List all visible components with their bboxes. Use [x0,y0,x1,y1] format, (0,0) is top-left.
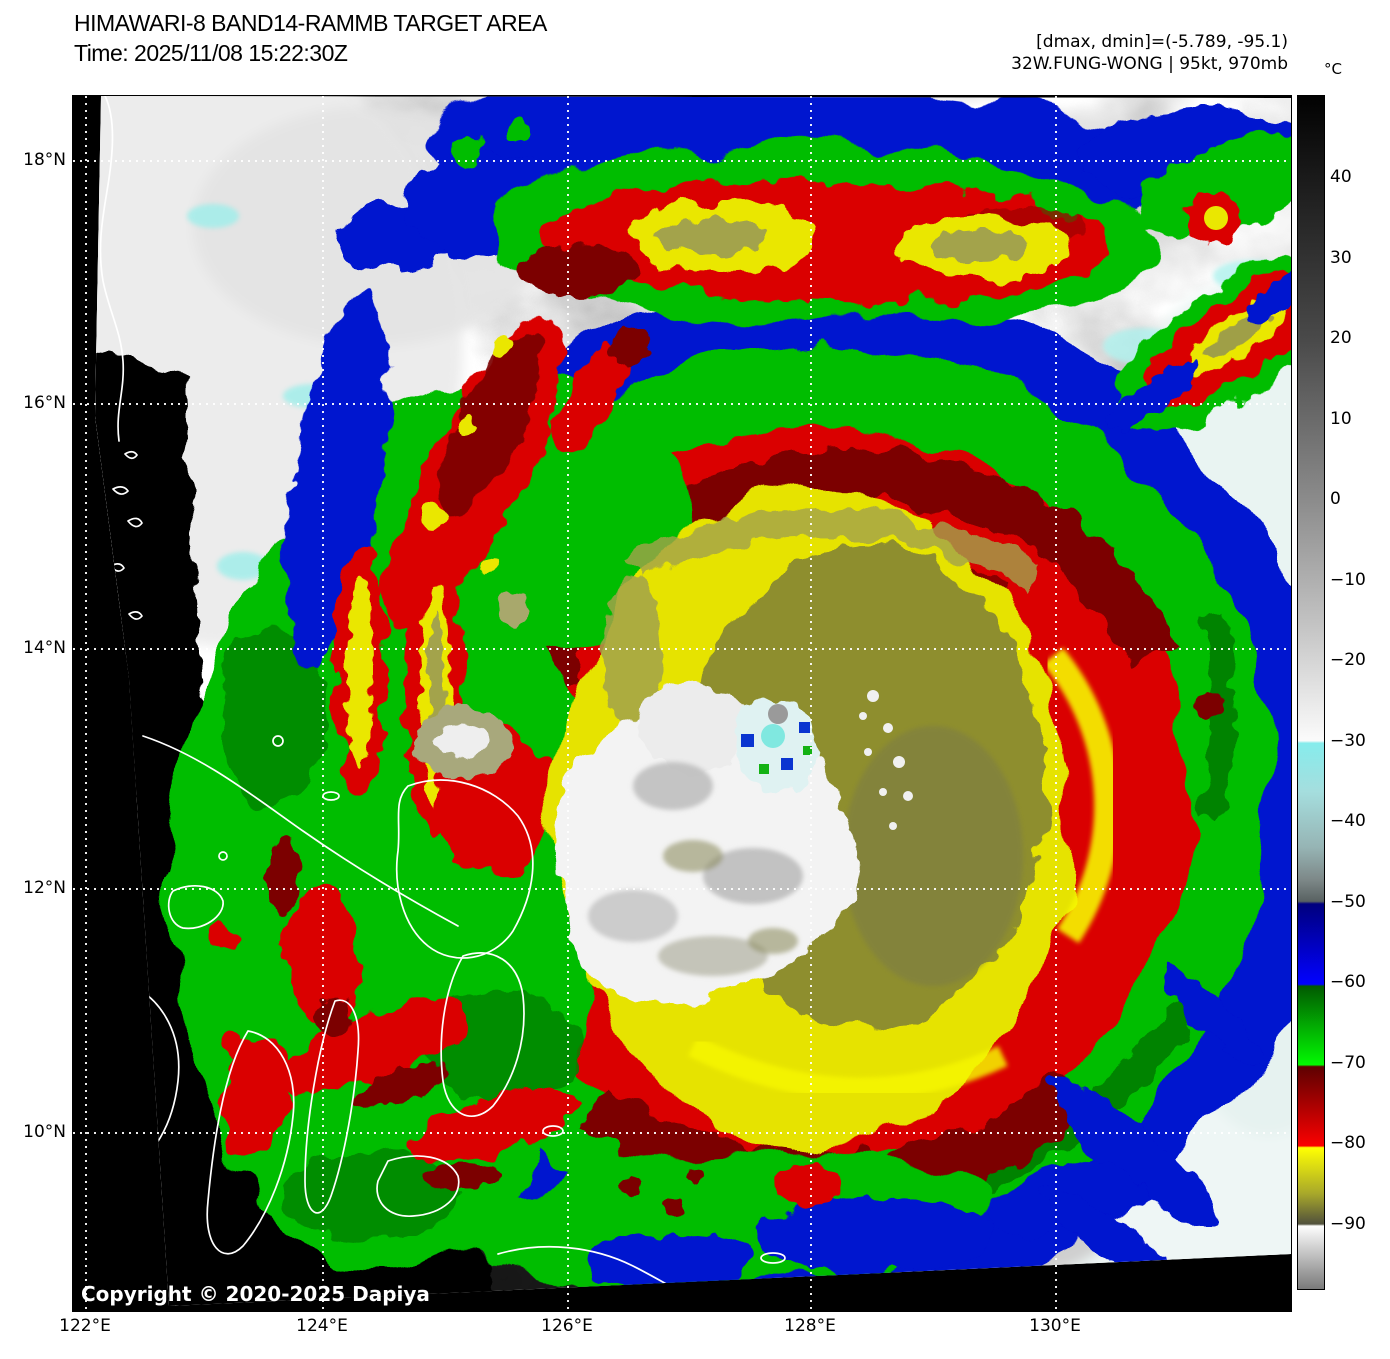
gridline-lat-12n [73,888,1291,890]
typhoon-inner-core [555,488,1121,1148]
page-title: HIMAWARI-8 BAND14-RAMMB TARGET AREA [74,10,547,36]
west-rainband [168,201,693,1271]
satellite-artwork [95,96,1291,1306]
lon-label-124e: 124°E [296,1316,348,1336]
colorbar-tick-m40: −40 [1330,811,1366,831]
stats-block: [dmax, dmin]=(-5.789, -95.1) 32W.FUNG-WO… [1011,31,1288,75]
gridline-lon-126e [567,96,569,1311]
timestamp: Time: 2025/11/08 15:22:30Z [74,40,348,67]
colorbar-tick-m90: −90 [1330,1214,1366,1234]
title-block: HIMAWARI-8 BAND14-RAMMB TARGET AREA Time… [74,8,547,69]
storm-id-note: 32W.FUNG-WONG | 95kt, 970mb [1011,54,1288,75]
lon-label-122e: 122°E [59,1316,111,1336]
colorbar-unit-label: °C [1324,60,1342,78]
temperature-colorbar [1297,95,1325,1290]
lon-label-128e: 128°E [784,1316,836,1336]
lat-label-14n: 14°N [23,638,66,658]
dmax-dmin-note: [dmax, dmin]=(-5.789, -95.1) [1036,32,1288,52]
south-rainband [453,964,1265,1291]
colorbar-tick-m10: −10 [1330,570,1366,590]
lon-label-130e: 130°E [1029,1316,1081,1336]
lat-label-10n: 10°N [23,1122,66,1142]
gridline-lon-124e [322,96,324,1311]
gridline-lat-18n [73,160,1291,162]
northeast-blue-fringe [1107,259,1291,431]
copyright-watermark: Copyright © 2020-2025 Dapiya [81,1282,430,1306]
colorbar-tick-0: 0 [1330,489,1341,509]
colorbar-tick-20: 20 [1330,328,1352,348]
colorbar-tick-m70: −70 [1330,1053,1366,1073]
lat-label-18n: 18°N [23,150,66,170]
colorbar-tick-m20: −20 [1330,650,1366,670]
gridline-lon-130e [1055,96,1057,1311]
north-rainband [403,96,1291,325]
colorbar-tick-m50: −50 [1330,892,1366,912]
satellite-map-canvas: Copyright © 2020-2025 Dapiya [72,95,1292,1312]
gridline-lat-14n [73,648,1291,650]
colorbar-tick-10: 10 [1330,409,1352,429]
cloud-field [95,96,1291,1306]
lat-label-12n: 12°N [23,878,66,898]
gridline-lon-122e [85,96,87,1311]
colorbar-tick-m30: −30 [1330,731,1366,751]
lon-label-126e: 126°E [541,1316,593,1336]
gridline-lat-16n [73,403,1291,405]
colorbar-tick-40: 40 [1330,167,1352,187]
eye-feature [735,701,820,792]
colorbar-tick-m80: −80 [1330,1133,1366,1153]
colorbar-tick-m60: −60 [1330,972,1366,992]
gridline-lon-128e [810,96,812,1311]
colorbar-tick-30: 30 [1330,248,1352,268]
lat-label-16n: 16°N [23,393,66,413]
gridline-lat-10n [73,1132,1291,1134]
